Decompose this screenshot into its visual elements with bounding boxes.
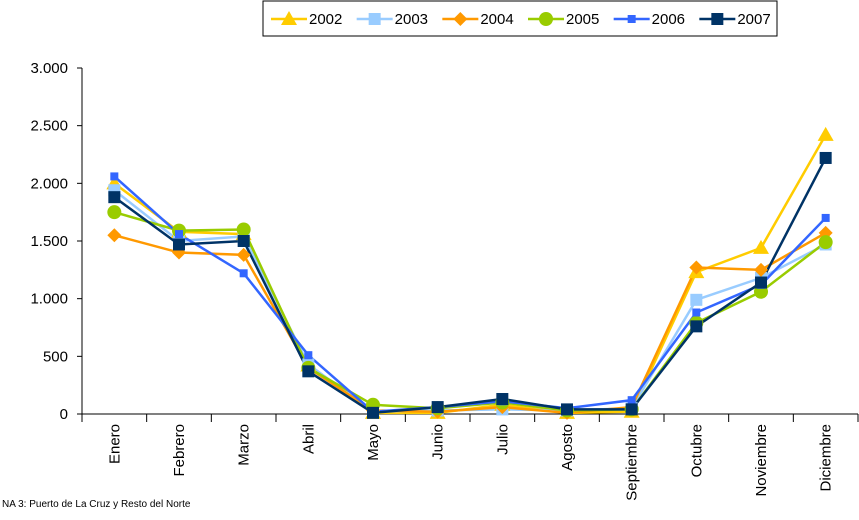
x-tick-label: Junio (430, 424, 447, 460)
x-tick-label: Diciembre (818, 424, 835, 492)
point (625, 403, 638, 416)
point (237, 235, 250, 247)
x-tick-label: Noviembre (753, 424, 770, 497)
legend-label: 2007 (737, 11, 770, 28)
legend-label: 2005 (566, 11, 599, 28)
legend-label: 2004 (480, 11, 513, 28)
point (304, 351, 313, 360)
x-tick-label: Marzo (236, 424, 253, 466)
legend-box (262, 0, 778, 37)
legend-marker (627, 15, 636, 23)
legend-label: 2002 (309, 11, 342, 28)
y-tick-label: 1.000 (30, 291, 68, 308)
point (819, 151, 832, 164)
legend-marker (539, 12, 553, 26)
point (107, 205, 122, 220)
point (175, 230, 183, 239)
point (561, 403, 573, 416)
point (754, 262, 768, 277)
point (236, 222, 251, 237)
legend-marker (711, 13, 724, 25)
legend-label: 2006 (652, 11, 685, 28)
legend-marker (281, 11, 297, 25)
point (627, 396, 636, 405)
point (367, 406, 379, 419)
point (817, 126, 834, 141)
y-tick-label: 2.500 (30, 118, 68, 135)
series-line (113, 175, 827, 413)
point (108, 191, 121, 204)
point (431, 401, 444, 414)
x-tick-label: Septiembre (624, 424, 641, 501)
point (496, 393, 509, 406)
point (692, 308, 701, 317)
series-line (113, 189, 827, 413)
x-tick-label: Febrero (171, 424, 188, 477)
point (818, 235, 833, 250)
point (753, 239, 769, 254)
legend-marker (368, 13, 381, 25)
y-tick-label: 500 (43, 348, 68, 365)
point (689, 260, 704, 275)
point (755, 276, 767, 289)
series-line (114, 231, 827, 415)
y-tick-label: 3.000 (30, 60, 68, 77)
x-tick-label: Julio (494, 424, 511, 455)
y-tick-label: 2.000 (30, 175, 68, 192)
point (107, 228, 122, 243)
series-line (113, 134, 827, 415)
x-tick-label: Octubre (688, 424, 705, 477)
legend-label: 2003 (395, 11, 428, 28)
x-tick-label: Agosto (559, 424, 576, 471)
point (690, 320, 703, 333)
y-tick-label: 1.500 (30, 233, 68, 250)
point (821, 213, 830, 222)
x-tick-label: Mayo (365, 424, 382, 461)
point (239, 269, 248, 278)
point (690, 293, 703, 306)
point (302, 365, 315, 378)
legend-marker (453, 12, 468, 26)
point (110, 172, 119, 181)
point (236, 247, 251, 262)
y-tick-label: 0 (60, 406, 68, 423)
x-tick-label: Abril (300, 424, 317, 454)
series-line (113, 157, 827, 415)
x-tick-label: Enero (106, 424, 123, 464)
point (173, 238, 185, 251)
footnote: NA 3: Puerto de La Cruz y Resto del Nort… (2, 499, 191, 510)
